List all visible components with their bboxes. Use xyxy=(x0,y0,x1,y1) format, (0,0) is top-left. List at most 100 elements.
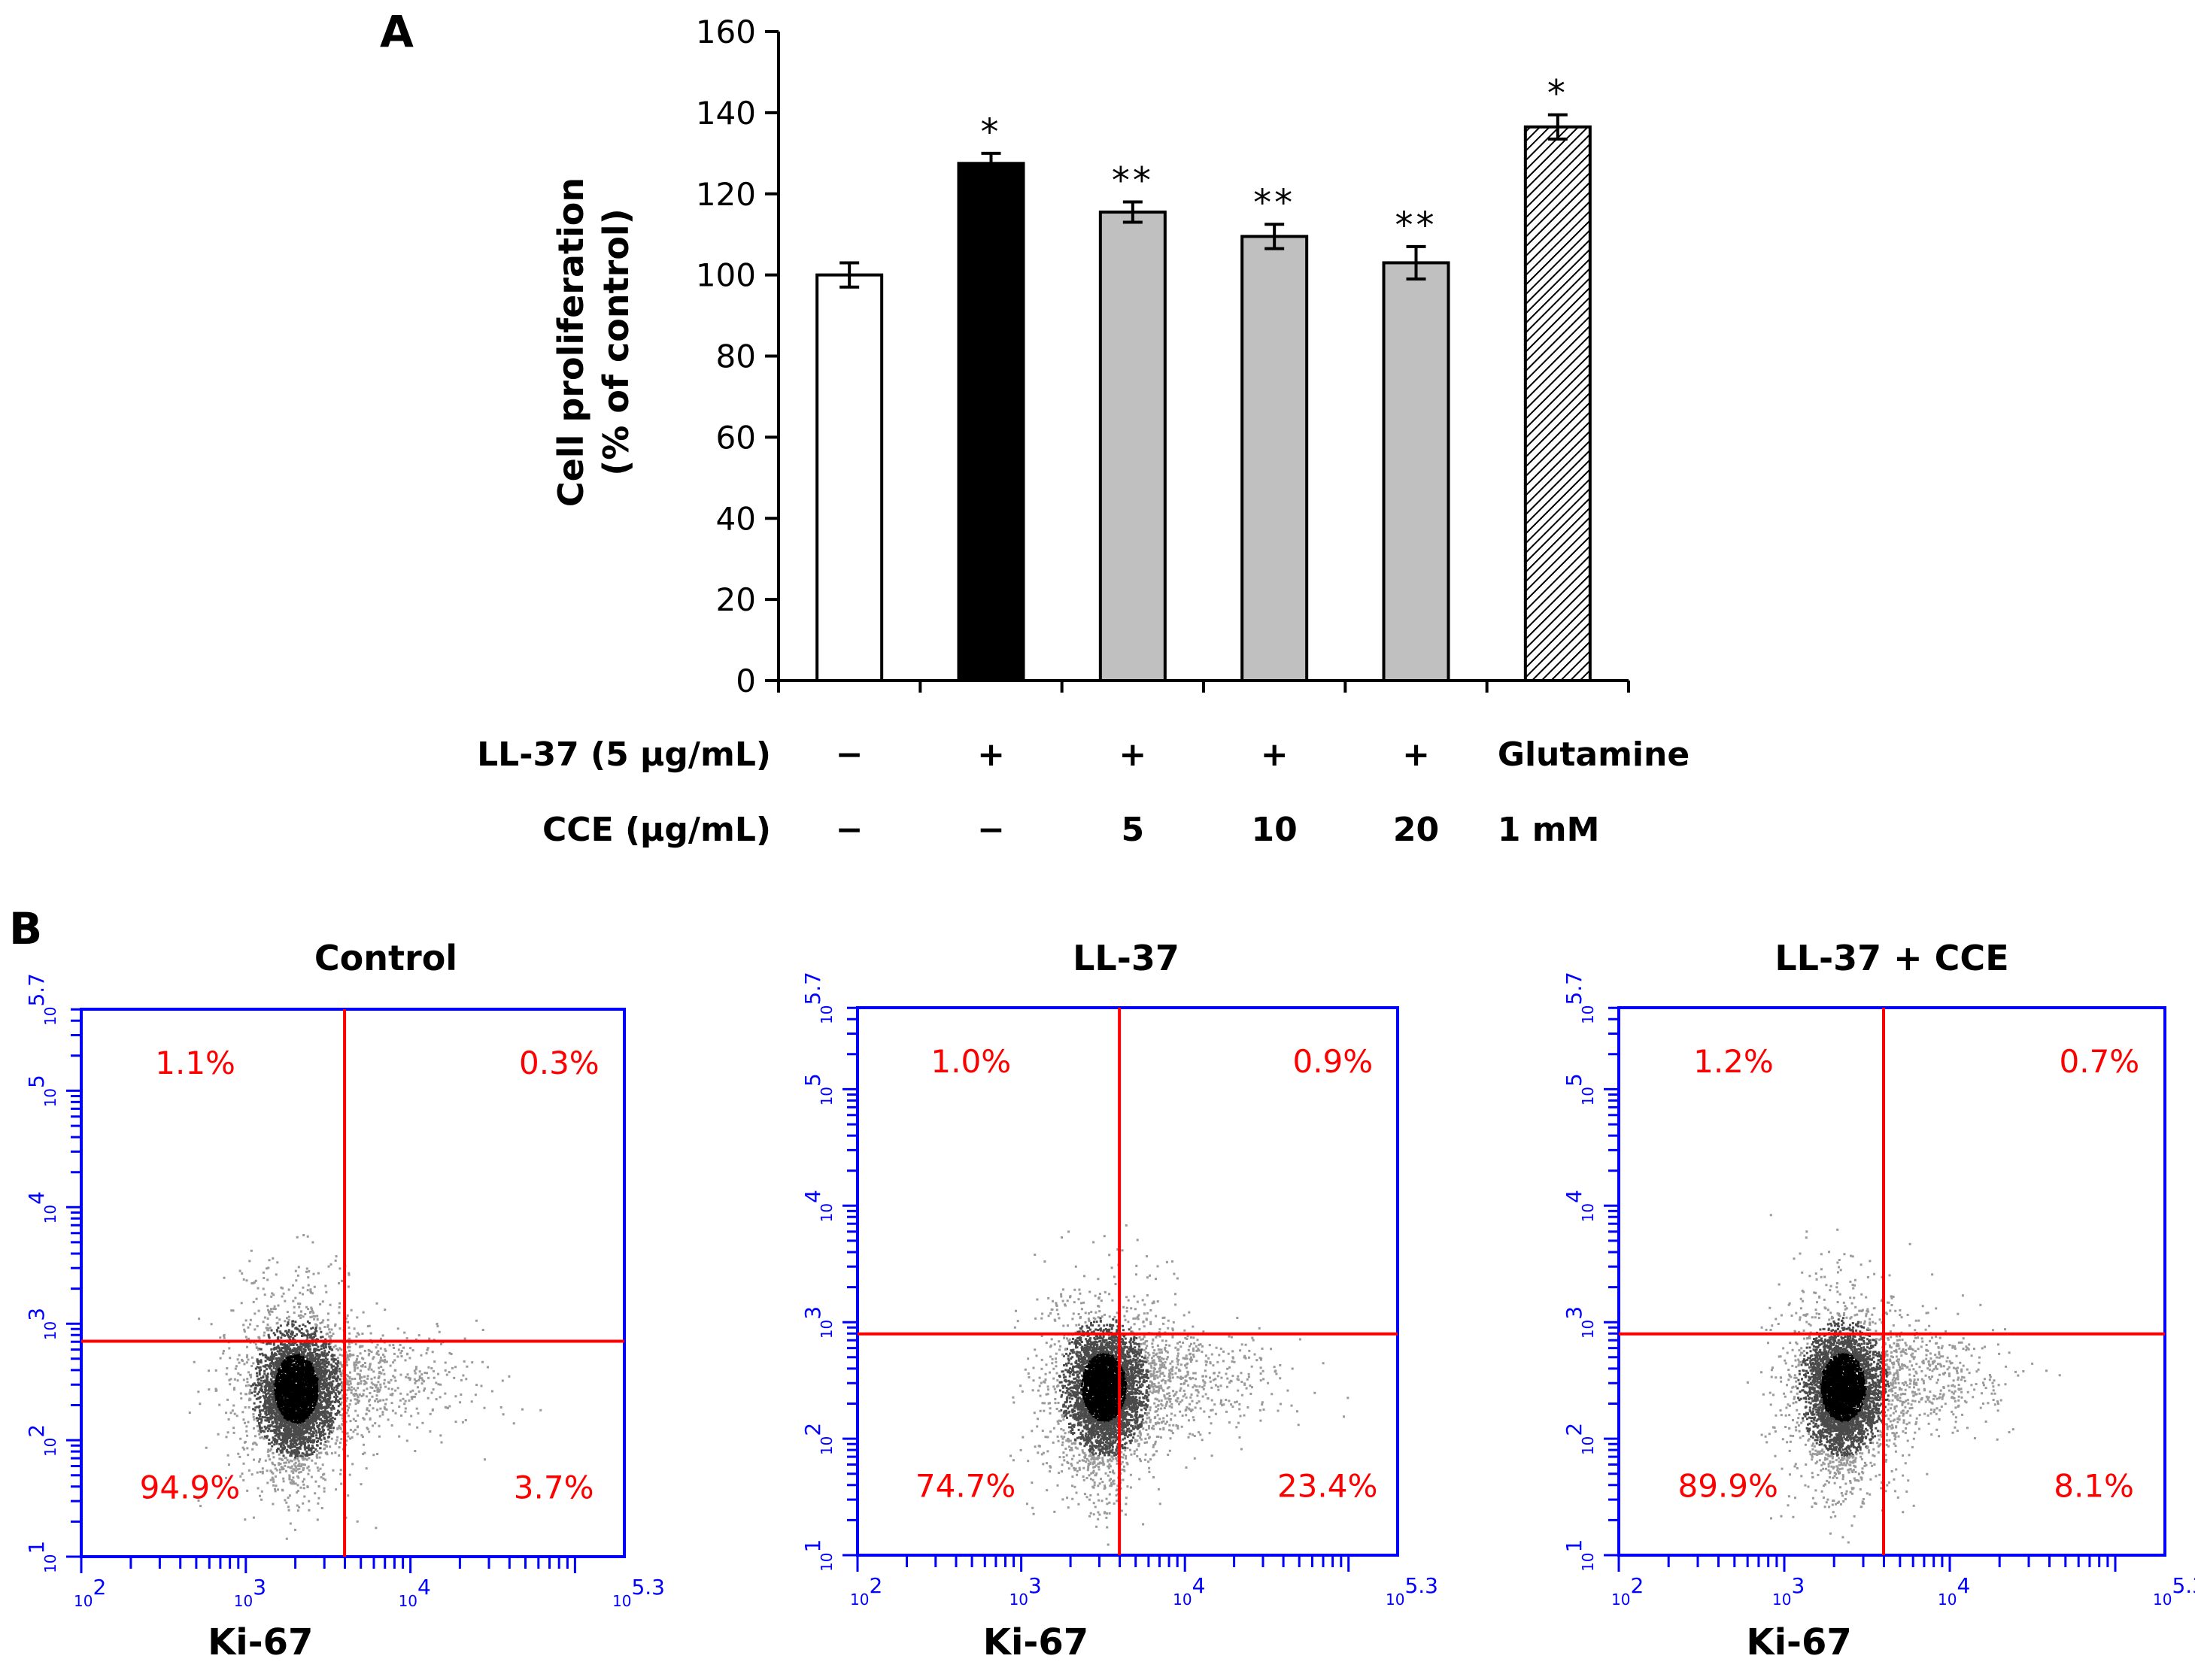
y-tick-label: 105 xyxy=(24,1075,59,1107)
treatment-row-label: LL-37 (5 µg/mL) xyxy=(477,735,771,774)
x-tick-label: 103 xyxy=(234,1575,266,1610)
x-minor-ticks xyxy=(856,1555,1350,1572)
y-tick-label: 104 xyxy=(800,1190,836,1222)
treatment-cell: + xyxy=(1402,735,1430,774)
panel-a-bar-chart: A Cell proliferation (% of control) 0 20 4… xyxy=(380,6,1690,849)
y-tick-label: 104 xyxy=(24,1191,59,1224)
quadrant-upper-left: 1.2% xyxy=(1693,1043,1774,1080)
quadrant-upper-right: 0.9% xyxy=(1292,1043,1373,1080)
plot-title: LL-37 + CCE xyxy=(1775,938,2008,978)
treatment-cell: + xyxy=(1119,735,1146,774)
quadrant-upper-right: 0.7% xyxy=(2060,1043,2140,1080)
x-minor-ticks xyxy=(80,1557,576,1573)
log-axes: 102 103 104 105.3 101 102 103 104 105 105.7 xyxy=(800,972,1438,1609)
x-tick-label: 102 xyxy=(74,1575,106,1610)
quadrant-lower-right: 3.7% xyxy=(514,1469,594,1506)
plot-frame xyxy=(856,1006,1399,1557)
quadrant-upper-left: 1.0% xyxy=(931,1043,1011,1080)
y-tick-label: 104 xyxy=(1562,1190,1597,1222)
y-tick-label: 101 xyxy=(800,1539,836,1572)
y-tick-label: 103 xyxy=(24,1308,59,1340)
quadrant-lower-right: 8.1% xyxy=(2054,1468,2134,1505)
treatment-cell: 20 xyxy=(1393,811,1439,849)
treatment-cell: Glutamine xyxy=(1498,735,1690,774)
y-tick-label: 100 xyxy=(696,257,756,294)
treatment-cell: − xyxy=(836,811,864,849)
x-tick-label: 105.3 xyxy=(2153,1573,2195,1609)
significance-marker: ** xyxy=(1253,182,1295,224)
bar xyxy=(1240,235,1309,682)
x-tick-label: 105.3 xyxy=(612,1575,665,1610)
x-tick-label: 102 xyxy=(850,1573,882,1609)
panel-b-label: B xyxy=(9,903,42,954)
y-axis-label-line1: Cell proliferation xyxy=(551,177,591,507)
bar xyxy=(1382,261,1450,683)
bar xyxy=(957,162,1025,682)
significance-marker: * xyxy=(981,111,1002,153)
plot-frame xyxy=(80,1008,626,1558)
treatment-table: LL-37 (5 µg/mL) − + + + + Glutamine CCE (µg/mL)… xyxy=(477,735,1690,849)
x-axis-label: Ki-67 xyxy=(208,1621,313,1663)
y-tick-label: 80 xyxy=(716,338,756,375)
quadrant-lower-right: 23.4% xyxy=(1277,1468,1377,1505)
x-tick-label: 103 xyxy=(1009,1573,1042,1609)
dot-plot: LL-37 + CCE 1.2% 0.7% 89.9% 8.1% 102 103 104 105… xyxy=(1562,938,2195,1663)
x-tick-label: 105.3 xyxy=(1386,1573,1438,1609)
y-tick-label: 105 xyxy=(1562,1073,1597,1105)
x-axis-label: Ki-67 xyxy=(983,1621,1088,1663)
y-axis: 0 20 40 60 80 100 120 140 160 xyxy=(696,14,780,699)
log-axes: 102 103 104 105.3 101 102 103 104 105 105.7 xyxy=(1562,972,2195,1609)
dot-plot: LL-37 1.0% 0.9% 74.7% 23.4% 102 103 104 105.3 101… xyxy=(800,938,1438,1663)
y-tick-label: 0 xyxy=(736,663,756,699)
y-tick-label: 20 xyxy=(716,581,756,618)
panel-a-label: A xyxy=(380,6,414,57)
treatment-cell: + xyxy=(1261,735,1289,774)
significance-marker: * xyxy=(1547,73,1568,115)
y-tick-label: 160 xyxy=(696,14,756,50)
dot-plot: Control 1.1% 0.3% 94.9% 3.7% 102 103 104 105.3 10… xyxy=(24,938,665,1663)
y-tick-label: 105.7 xyxy=(24,973,59,1026)
y-tick-label: 120 xyxy=(696,176,756,213)
treatment-cell: + xyxy=(977,735,1005,774)
y-tick-label: 105.7 xyxy=(800,972,836,1024)
y-tick-label: 101 xyxy=(1562,1539,1597,1572)
y-tick-label: 103 xyxy=(800,1306,836,1339)
quadrant-lower-left: 94.9% xyxy=(140,1469,240,1506)
y-tick-label: 102 xyxy=(24,1424,59,1457)
quadrant-upper-right: 0.3% xyxy=(519,1045,600,1081)
event-cloud xyxy=(188,1234,542,1540)
plot-title: LL-37 xyxy=(1073,938,1179,978)
y-tick-label: 105 xyxy=(800,1073,836,1105)
bars: ******** xyxy=(815,73,1592,683)
x-tick-label: 102 xyxy=(1611,1573,1644,1609)
y-minor-ticks xyxy=(1604,1006,1619,1557)
treatment-row-label: CCE (µg/mL) xyxy=(542,811,771,849)
bar xyxy=(1098,211,1167,683)
x-axis xyxy=(777,679,1630,693)
y-minor-ticks xyxy=(66,1008,81,1558)
event-cloud xyxy=(1742,1214,2061,1544)
event-cloud xyxy=(1009,1224,1349,1546)
bar xyxy=(815,273,884,682)
treatment-cell: − xyxy=(977,811,1005,849)
treatment-cell: 1 mM xyxy=(1498,811,1600,849)
y-axis-label-line2: (% of control) xyxy=(596,208,636,475)
treatment-cell: − xyxy=(836,735,864,774)
x-tick-label: 104 xyxy=(399,1575,431,1610)
x-tick-label: 104 xyxy=(1173,1573,1205,1609)
y-tick-label: 60 xyxy=(716,419,756,456)
x-axis-label: Ki-67 xyxy=(1746,1621,1851,1663)
x-minor-ticks xyxy=(1617,1555,2117,1572)
y-tick-label: 102 xyxy=(1562,1423,1597,1455)
y-tick-label: 102 xyxy=(800,1423,836,1455)
significance-marker: ** xyxy=(1112,160,1154,202)
plot-frame xyxy=(1617,1006,2166,1557)
x-tick-label: 104 xyxy=(1938,1573,1970,1609)
plot-title: Control xyxy=(314,938,457,978)
quadrant-lower-left: 89.9% xyxy=(1677,1468,1778,1505)
bar xyxy=(1523,125,1592,683)
quadrant-upper-left: 1.1% xyxy=(155,1045,235,1081)
log-axes: 102 103 104 105.3 101 102 103 104 105 105.7 xyxy=(24,973,665,1610)
y-tick-label: 140 xyxy=(696,95,756,132)
